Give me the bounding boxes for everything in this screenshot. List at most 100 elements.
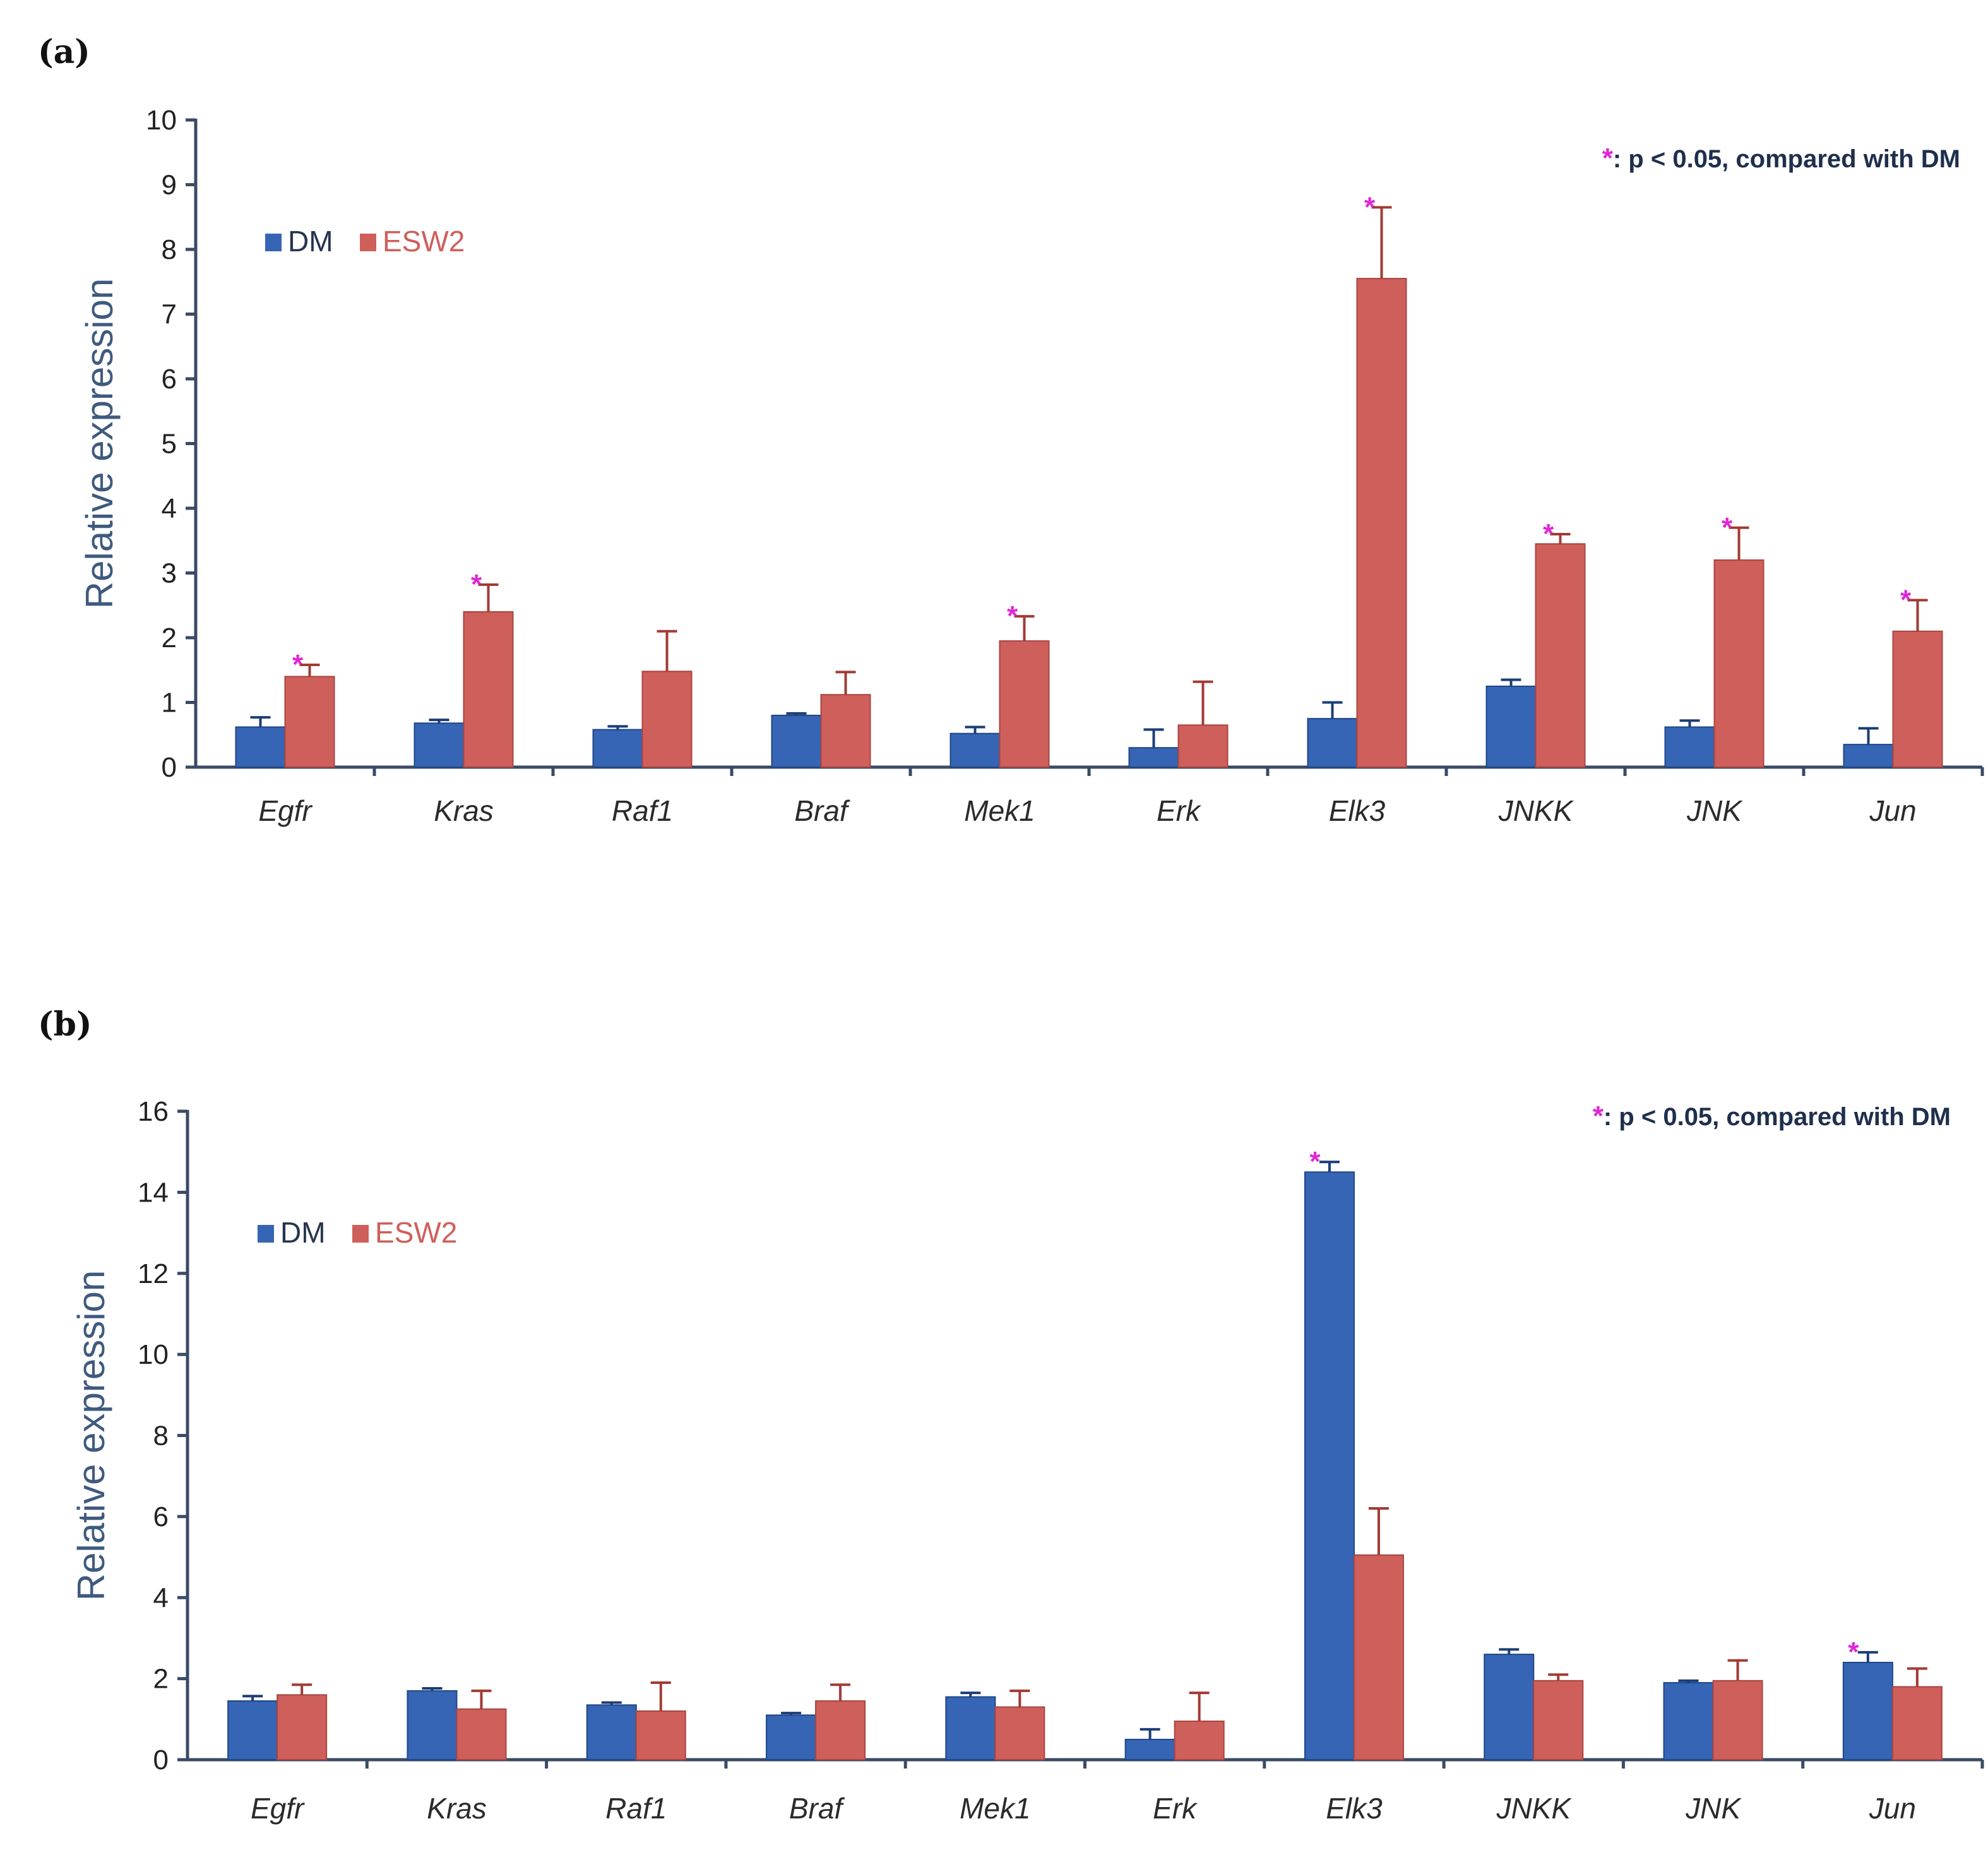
- bar-esw2-erk: [1177, 724, 1229, 768]
- legend-label-esw2: ESW2: [375, 1216, 457, 1249]
- bar-dm-erk: [1128, 747, 1179, 768]
- error-bar-esw2-egfr: [292, 1683, 312, 1695]
- y-tick-label: 4: [162, 493, 177, 524]
- legend: DM ESW2: [258, 1216, 457, 1249]
- category-label: JNKK: [1498, 794, 1574, 827]
- significance-star: *: [1543, 518, 1554, 549]
- significance-star: *: [1722, 512, 1733, 543]
- error-bar-dm-kras: [422, 1687, 443, 1691]
- bar-dm-egfr: [227, 1700, 278, 1761]
- error-bar-esw2-braf: [835, 671, 856, 695]
- category-label: Jun: [1869, 1792, 1916, 1825]
- bar-dm-jnk: [1664, 726, 1715, 768]
- y-tick-label: 6: [153, 1501, 169, 1532]
- error-bar-dm-raf1: [601, 1701, 622, 1705]
- error-bar-esw2-raf1: [657, 630, 677, 672]
- category-label: Mek1: [964, 794, 1035, 827]
- bar-esw2-jnk: [1712, 1680, 1763, 1761]
- legend-label-dm: DM: [280, 1216, 326, 1249]
- y-tick-label: 4: [153, 1582, 169, 1613]
- bar-dm-jnkk: [1485, 685, 1537, 768]
- error-bar-dm-jnk: [1679, 719, 1700, 727]
- error-bar-dm-braf: [781, 1712, 802, 1716]
- error-bar-esw2-egfr: [299, 664, 320, 677]
- note-star: *: [1602, 143, 1614, 174]
- error-bar-esw2-kras: [478, 583, 499, 612]
- y-tick-label: 7: [162, 299, 177, 330]
- error-bar-esw2-jnk: [1729, 526, 1749, 560]
- error-bar-dm-mek1: [960, 1692, 981, 1697]
- significance-star: *: [1900, 585, 1912, 616]
- error-bar-dm-elk3: [1322, 701, 1343, 719]
- error-bar-dm-erk: [1140, 1728, 1160, 1740]
- category-label: Elk3: [1329, 794, 1386, 827]
- bar-dm-egfr: [235, 726, 286, 768]
- error-bar-esw2-mek1: [1009, 1689, 1030, 1707]
- bar-dm-erk: [1124, 1738, 1176, 1760]
- y-tick-label: 8: [153, 1421, 169, 1452]
- bar-dm-raf1: [592, 729, 643, 768]
- error-bar-dm-jun: [1858, 727, 1879, 745]
- bar-dm-kras: [414, 722, 465, 768]
- bar-esw2-egfr: [277, 1694, 328, 1761]
- category-label: Braf: [789, 1792, 845, 1825]
- bar-esw2-jnk: [1713, 559, 1765, 768]
- y-axis-label: Relative expression: [78, 278, 121, 609]
- error-bar-esw2-braf: [830, 1683, 851, 1701]
- y-tick-label: 5: [162, 429, 177, 460]
- bar-esw2-jun: [1892, 630, 1943, 768]
- legend-swatch-esw2: [352, 1225, 369, 1243]
- error-bar-esw2-jun: [1907, 1667, 1927, 1687]
- bar-esw2-jnkk: [1535, 543, 1586, 768]
- category-label: JNK: [1686, 794, 1743, 827]
- significance-star: *: [471, 569, 482, 600]
- panel-label: (b): [38, 1005, 92, 1044]
- error-bar-esw2-mek1: [1014, 615, 1035, 642]
- error-bar-dm-elk3: [1319, 1161, 1340, 1173]
- legend-label-dm: DM: [288, 225, 333, 258]
- significance-star: *: [1309, 1146, 1321, 1177]
- bar-dm-jnk: [1663, 1682, 1714, 1760]
- bar-dm-braf: [766, 1714, 817, 1761]
- category-label: Raf1: [612, 794, 673, 827]
- error-bar-dm-erk: [1143, 728, 1164, 748]
- bar-dm-elk3: [1307, 718, 1358, 768]
- y-tick-label: 6: [162, 364, 177, 395]
- y-tick-label: 1: [162, 688, 177, 719]
- note-star: *: [1593, 1101, 1604, 1131]
- note-text: : p < 0.05, compared with DM: [1604, 1103, 1951, 1131]
- significance-note: *: p < 0.05, compared with DM: [1602, 143, 1960, 174]
- category-label: Elk3: [1326, 1792, 1383, 1825]
- bar-dm-raf1: [586, 1704, 637, 1761]
- significance-star: *: [1364, 191, 1376, 222]
- bar-esw2-elk3: [1356, 278, 1407, 768]
- error-bar-esw2-jnkk: [1548, 1673, 1569, 1681]
- bar-esw2-mek1: [994, 1706, 1045, 1760]
- bar-dm-jnkk: [1484, 1654, 1535, 1761]
- category-label: Erk: [1153, 1792, 1198, 1825]
- y-tick-label: 3: [162, 558, 177, 589]
- error-bar-esw2-erk: [1193, 680, 1213, 725]
- bar-esw2-braf: [820, 694, 871, 768]
- error-bar-esw2-elk3: [1371, 206, 1392, 279]
- error-bar-esw2-erk: [1189, 1692, 1210, 1722]
- error-bar-dm-kras: [429, 719, 449, 724]
- y-tick-label: 10: [138, 1339, 169, 1370]
- note-text: : p < 0.05, compared with DM: [1613, 145, 1960, 173]
- category-label: JNKK: [1496, 1792, 1572, 1825]
- bar-esw2-jnkk: [1533, 1680, 1584, 1761]
- bar-esw2-jun: [1891, 1686, 1943, 1760]
- error-bar-esw2-jnk: [1727, 1659, 1748, 1681]
- error-bar-dm-jun: [1857, 1650, 1878, 1662]
- y-tick-label: 2: [153, 1664, 169, 1695]
- legend: DM ESW2: [265, 225, 465, 258]
- error-bar-dm-jnkk: [1499, 1648, 1520, 1655]
- bar-esw2-erk: [1174, 1721, 1225, 1761]
- y-tick-label: 16: [138, 1096, 169, 1127]
- bar-dm-jun: [1843, 744, 1894, 768]
- y-tick-label: 10: [146, 105, 177, 136]
- panel-label: (a): [38, 33, 90, 71]
- category-label: JNK: [1685, 1792, 1742, 1825]
- error-bar-dm-braf: [786, 712, 807, 715]
